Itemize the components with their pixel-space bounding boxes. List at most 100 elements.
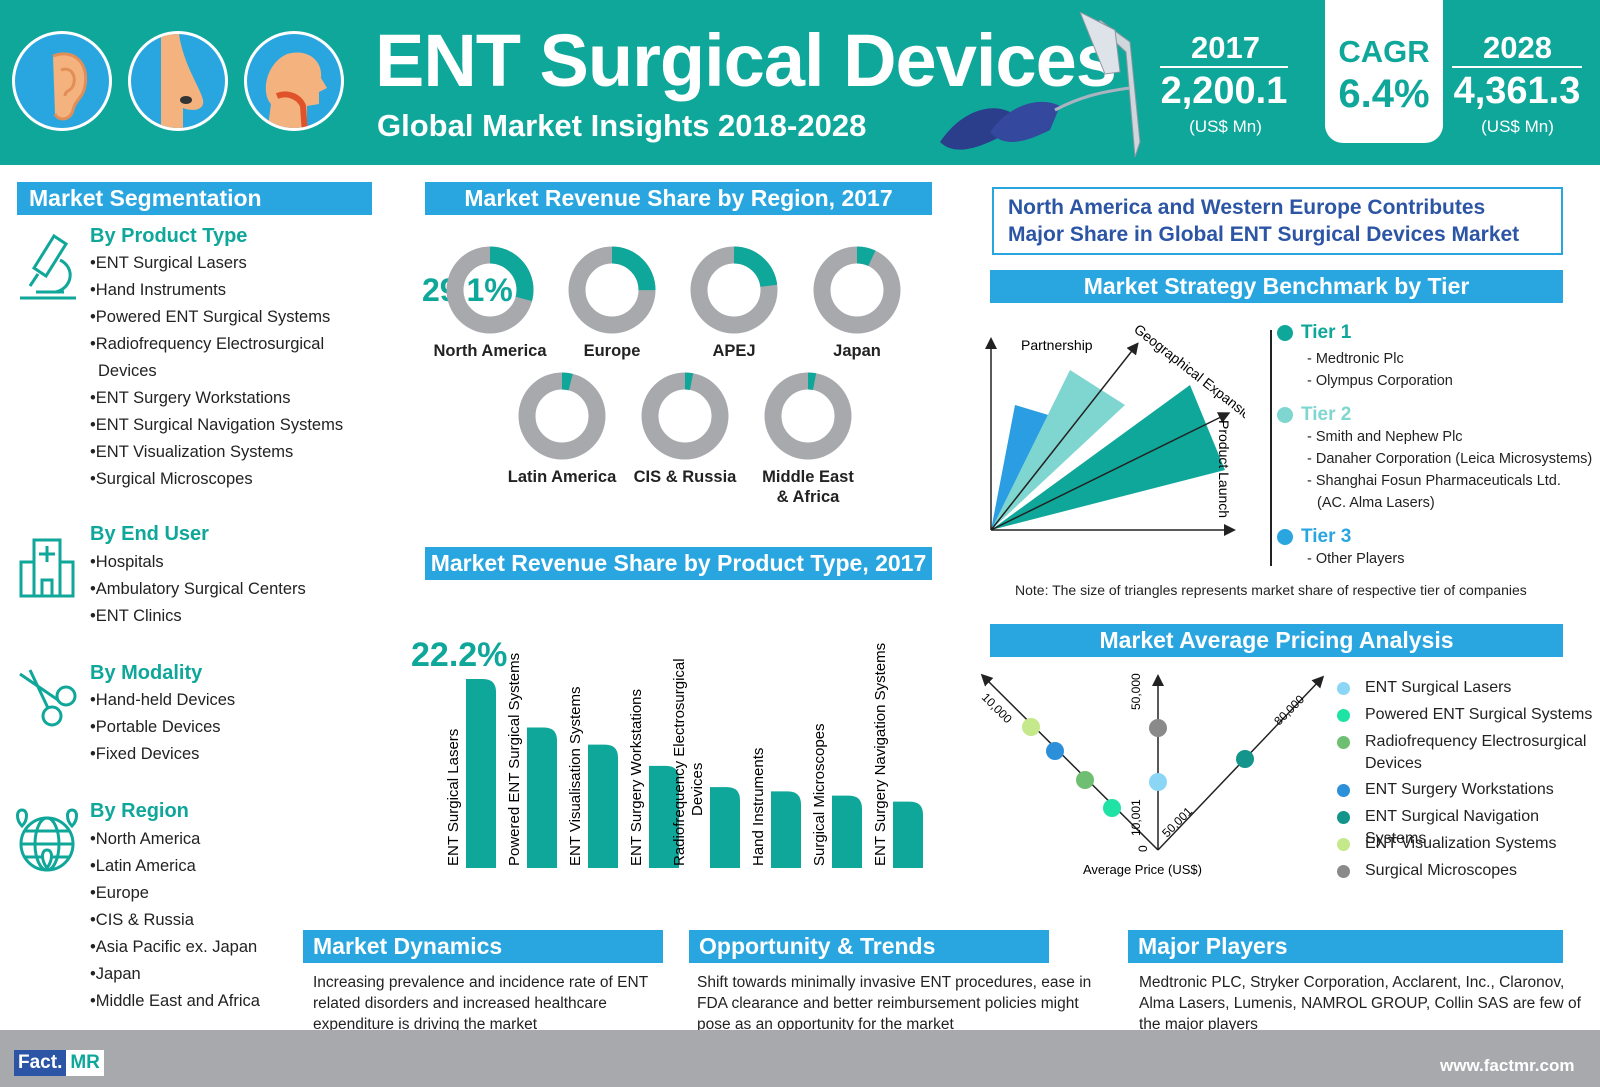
donut-cis-russia	[641, 372, 729, 460]
legend-item: Powered ENT Surgical Systems	[1337, 704, 1599, 731]
players-text: Medtronic PLC, Stryker Corporation, Accl…	[1139, 974, 1581, 1033]
pricing-legend: ENT Surgical Lasers Powered ENT Surgical…	[1337, 677, 1599, 887]
donut-share-arc	[764, 372, 852, 460]
page-subtitle: Global Market Insights 2018-2028	[377, 108, 867, 143]
throat-icon	[244, 31, 344, 131]
legend-item: ENT Surgical Lasers	[1337, 677, 1599, 704]
product-type-list: ENT Surgical Lasers Hand Instruments Pow…	[90, 250, 343, 493]
list-item: Surgical Microscopes	[90, 466, 343, 493]
tier-name: Tier 2	[1301, 404, 1352, 425]
bar-category-label: Hand Instruments	[750, 748, 767, 866]
tier-2-triangle	[991, 370, 1125, 530]
tier-name: Tier 3	[1301, 526, 1352, 547]
globe-pin-icon	[16, 808, 78, 872]
tier-1-triangle	[991, 385, 1225, 530]
donut-track	[518, 372, 606, 460]
bar-category-label: Radiofrequency ElectrosurgicalDevices	[671, 658, 706, 866]
donut-label: Japan	[833, 342, 881, 360]
ear-icon	[12, 31, 112, 131]
bar	[588, 744, 618, 868]
axis-right-bottom-label: 50,001	[1159, 804, 1195, 840]
donut-europe	[568, 246, 656, 334]
donut-share-arc	[690, 246, 778, 334]
logo: Fact. MR	[14, 1050, 104, 1076]
donut-track	[813, 246, 901, 334]
tier-3-dot	[1277, 529, 1293, 545]
modality-heading: By Modality	[90, 662, 203, 684]
donut-track	[641, 372, 729, 460]
tier-3: Tier 3 - Other Players	[1277, 526, 1597, 570]
footer-url[interactable]: www.factmr.com	[1440, 1056, 1575, 1075]
tier-2: Tier 2 - Smith and Nephew Plc - Danaher …	[1277, 404, 1597, 526]
list-item: ENT Surgery Workstations	[90, 385, 343, 412]
product-highlight: 22.2%	[411, 636, 508, 674]
footer	[0, 1030, 1600, 1087]
donut-middle-east	[764, 372, 852, 460]
dynamics-title: Market Dynamics	[303, 930, 663, 963]
player: - Other Players	[1307, 551, 1405, 567]
list-item: ENT Surgical Lasers	[90, 250, 343, 277]
list-item: ENT Visualization Systems	[90, 439, 343, 466]
point-surgical-lasers	[1149, 773, 1167, 791]
legend-item: Surgical Microscopes	[1337, 860, 1599, 887]
list-item: Hand-held Devices	[90, 687, 235, 714]
modality-list: Hand-held Devices Portable Devices Fixed…	[90, 687, 235, 768]
cagr-box: CAGR 6.4%	[1325, 0, 1443, 143]
donut-share-arc	[518, 372, 606, 460]
bar	[893, 801, 923, 868]
list-item: CIS & Russia	[90, 907, 260, 934]
benchmark-title: Market Strategy Benchmark by Tier	[990, 270, 1563, 303]
tier-1: Tier 1 - Medtronic Plc - Olympus Corpora…	[1277, 322, 1597, 404]
nasal-speculum-icon	[1079, 12, 1141, 158]
list-item: Hospitals	[90, 549, 306, 576]
donut-japan	[813, 246, 901, 334]
segmentation-title: Market Segmentation	[17, 182, 372, 215]
donut-apej	[690, 246, 778, 334]
point-navigation-systems	[1236, 750, 1254, 768]
region-share-title: Market Revenue Share by Region, 2017	[425, 182, 932, 215]
players-title: Major Players	[1128, 930, 1563, 963]
benchmark-note: Note: The size of triangles represents m…	[1015, 582, 1527, 598]
donut-label: APEJ	[712, 342, 756, 360]
tier-divider	[1270, 330, 1272, 566]
surgical-handpiece-icon	[940, 86, 1131, 150]
donut-label: Latin America	[507, 468, 617, 486]
pricing-xlabel: Average Price (US$)	[1083, 862, 1202, 877]
tier-list: Tier 1 - Medtronic Plc - Olympus Corpora…	[1277, 322, 1597, 570]
player: - Shanghai Fosun Pharmaceuticals Ltd.	[1307, 473, 1561, 489]
hospital-icon	[19, 538, 75, 598]
region-heading: By Region	[90, 800, 189, 822]
region-highlight: 29.1%	[422, 272, 513, 308]
player: - Danaher Corporation (Leica Microsystem…	[1307, 451, 1593, 467]
list-item: Radiofrequency Electrosurgical	[90, 331, 343, 358]
legend-item: ENT Visualization Systems	[1337, 833, 1599, 860]
list-item: Portable Devices	[90, 714, 235, 741]
bar-category-label: ENT Surgical Lasers	[445, 729, 462, 866]
donut-share-arc	[813, 246, 901, 334]
benchmark-diagram: Partnership Geographical Expansion Produ…	[985, 325, 1245, 536]
year-end: 2028	[1483, 30, 1552, 65]
donut-label: Europe	[583, 342, 641, 360]
tier-name: Tier 1	[1301, 322, 1352, 343]
donut-share-arc	[568, 246, 656, 334]
donut-latin-america	[518, 372, 606, 460]
end-user-list: Hospitals Ambulatory Surgical Centers EN…	[90, 549, 306, 630]
bar-category-label: ENT Visualisation Systems	[567, 686, 584, 866]
point-visualization-systems	[1022, 718, 1040, 736]
bar-category-label: ENT Surgery Workstations	[628, 689, 645, 866]
pricing-title: Market Average Pricing Analysis	[990, 624, 1563, 657]
donut-share-arc	[446, 246, 534, 334]
page-title: ENT Surgical Devices	[375, 19, 1117, 102]
bar	[710, 787, 740, 868]
product-type-heading: By Product Type	[90, 225, 248, 247]
point-surgical-microscopes	[1149, 719, 1167, 737]
list-item: North America	[90, 826, 260, 853]
surgical-device-illustration	[940, 12, 1141, 158]
tier-1-dot	[1277, 325, 1293, 341]
bar	[527, 727, 557, 868]
donut-label: North America	[433, 342, 547, 360]
axis-left-label: 10,000	[979, 690, 1015, 726]
bar-category-label: ENT Surgery Navigation Systems	[872, 643, 889, 866]
end-user-heading: By End User	[90, 523, 209, 545]
list-item: Europe	[90, 880, 260, 907]
